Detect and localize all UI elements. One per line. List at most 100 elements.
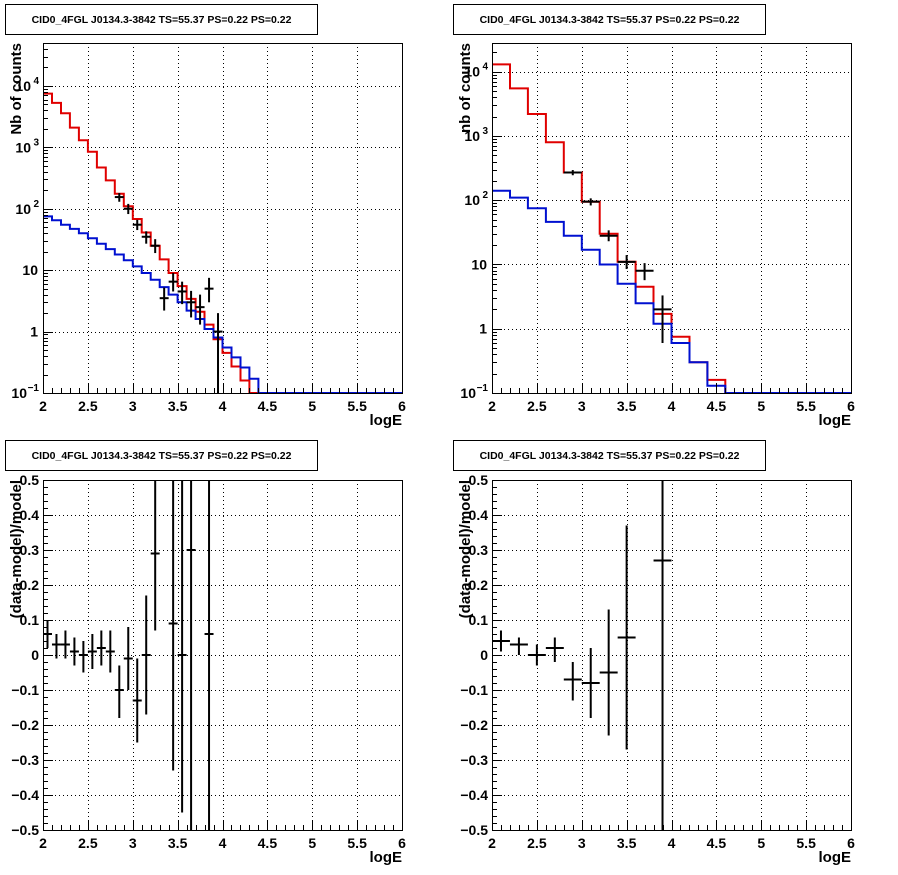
y-tick-label: 10 bbox=[11, 385, 27, 401]
data-point bbox=[159, 287, 169, 311]
y-tick-label: −0.2 bbox=[11, 717, 39, 733]
x-tick-label: 4.5 bbox=[707, 835, 727, 851]
y-tick-exponent: −1 bbox=[28, 383, 40, 394]
data-point bbox=[617, 255, 636, 270]
y-axis-label: (data-model)/model bbox=[8, 480, 25, 618]
y-axis-label: nb of counts bbox=[457, 43, 474, 133]
y-tick-base: 10 bbox=[464, 192, 480, 208]
residual-point bbox=[150, 480, 160, 631]
y-tick-exponent: 4 bbox=[33, 76, 39, 87]
y-tick-label: 10 bbox=[460, 385, 476, 401]
title-box-border bbox=[5, 4, 318, 35]
axis-ticks bbox=[43, 43, 403, 394]
axis-ticks bbox=[492, 480, 852, 831]
y-tick-label: 10 bbox=[15, 201, 31, 217]
data-point bbox=[150, 239, 160, 254]
residual-point bbox=[545, 637, 564, 662]
residual-point bbox=[132, 658, 142, 743]
residual-point bbox=[581, 648, 600, 718]
y-tick-exponent: 3 bbox=[482, 126, 488, 137]
data-point bbox=[635, 263, 654, 281]
x-tick-label: 4.5 bbox=[258, 398, 278, 414]
residual-point bbox=[177, 480, 187, 813]
spectrum-panel-left: CID0_4FGL J0134.3-3842 TS=55.37 PS=0.22 … bbox=[5, 4, 406, 429]
residual-points bbox=[492, 480, 672, 830]
grid-lines bbox=[43, 480, 402, 830]
x-tick-label: 6 bbox=[847, 398, 855, 414]
y-tick-label: −0.3 bbox=[460, 752, 488, 768]
x-tick-label: 4.5 bbox=[707, 398, 727, 414]
axis-ticks bbox=[492, 52, 852, 394]
y-tick-label: 0 bbox=[31, 647, 39, 663]
x-tick-label: 5 bbox=[308, 398, 316, 414]
y-tick-label: 10 bbox=[22, 262, 38, 278]
x-tick-label: 2 bbox=[488, 835, 496, 851]
x-tick-label: 4.5 bbox=[258, 835, 278, 851]
residual-point bbox=[168, 480, 178, 771]
x-tick-label: 3 bbox=[129, 398, 137, 414]
x-tick-label: 6 bbox=[398, 835, 406, 851]
y-tick-base: 10 bbox=[11, 385, 27, 401]
residual-point bbox=[51, 634, 61, 659]
y-tick-base: 10 bbox=[15, 139, 31, 155]
axis-ticks bbox=[43, 480, 403, 831]
x-tick-label: 2.5 bbox=[78, 835, 98, 851]
y-tick-label: −0.4 bbox=[11, 787, 39, 803]
residual-point bbox=[599, 609, 618, 736]
residual-point bbox=[617, 525, 636, 750]
data-point bbox=[204, 277, 214, 303]
x-tick-label: 5.5 bbox=[347, 835, 367, 851]
chart-title: CID0_4FGL J0134.3-3842 TS=55.37 PS=0.22 … bbox=[480, 14, 740, 26]
residual-point bbox=[509, 637, 528, 655]
y-tick-label: −0.1 bbox=[11, 682, 39, 698]
y-tick-exponent: −1 bbox=[477, 383, 489, 394]
residual-point bbox=[653, 480, 672, 830]
y-tick-base: 10 bbox=[464, 128, 480, 144]
x-tick-label: 2.5 bbox=[527, 835, 547, 851]
x-tick-label: 3 bbox=[578, 398, 586, 414]
y-tick-label: 10 bbox=[15, 78, 31, 94]
y-tick-label: 10 bbox=[471, 256, 487, 272]
y-tick-label: −0.3 bbox=[11, 752, 39, 768]
x-tick-label: 3.5 bbox=[617, 398, 637, 414]
residual-point bbox=[78, 641, 88, 673]
chart-title-box: CID0_4FGL J0134.3-3842 TS=55.37 PS=0.22 … bbox=[453, 4, 766, 35]
x-tick-label: 2 bbox=[488, 398, 496, 414]
data-point bbox=[168, 272, 178, 292]
residual-point bbox=[563, 662, 582, 701]
residual-panel-left: CID0_4FGL J0134.3-3842 TS=55.37 PS=0.22 … bbox=[5, 440, 406, 866]
x-axis-label: logE bbox=[370, 412, 403, 429]
y-tick-label: 0.5 bbox=[20, 472, 40, 488]
residual-point bbox=[141, 595, 151, 715]
x-axis-label: logE bbox=[819, 412, 852, 429]
y-tick-exponent: 2 bbox=[482, 190, 488, 201]
y-tick-label: −0.2 bbox=[460, 717, 488, 733]
x-tick-label: 5 bbox=[308, 835, 316, 851]
residual-point bbox=[204, 480, 214, 830]
chart-title-box: CID0_4FGL J0134.3-3842 TS=55.37 PS=0.22 … bbox=[5, 4, 318, 35]
residual-point bbox=[527, 644, 546, 666]
x-tick-label: 2 bbox=[39, 835, 47, 851]
y-tick-base: 10 bbox=[15, 201, 31, 217]
model-source-histogram bbox=[43, 215, 402, 394]
data-point bbox=[177, 281, 187, 305]
y-tick-base: 10 bbox=[15, 78, 31, 94]
x-tick-label: 6 bbox=[398, 398, 406, 414]
residual-point bbox=[87, 634, 97, 669]
x-tick-label: 3 bbox=[578, 835, 586, 851]
residual-point bbox=[60, 630, 70, 659]
data-point bbox=[186, 290, 196, 318]
y-tick-label: 0.3 bbox=[20, 542, 40, 558]
chart-title: CID0_4FGL J0134.3-3842 TS=55.37 PS=0.22 … bbox=[480, 450, 740, 462]
x-tick-label: 5.5 bbox=[347, 398, 367, 414]
y-tick-label: 0.1 bbox=[469, 612, 489, 628]
residual-point bbox=[114, 665, 124, 718]
plot-frame bbox=[492, 43, 852, 394]
residual-point bbox=[186, 480, 196, 830]
x-tick-label: 5 bbox=[757, 835, 765, 851]
y-tick-label: 10 bbox=[464, 128, 480, 144]
y-tick-label: 0.1 bbox=[20, 612, 40, 628]
data-point bbox=[141, 231, 151, 244]
y-tick-exponent: 2 bbox=[33, 199, 39, 210]
y-tick-label: 1 bbox=[30, 324, 38, 340]
